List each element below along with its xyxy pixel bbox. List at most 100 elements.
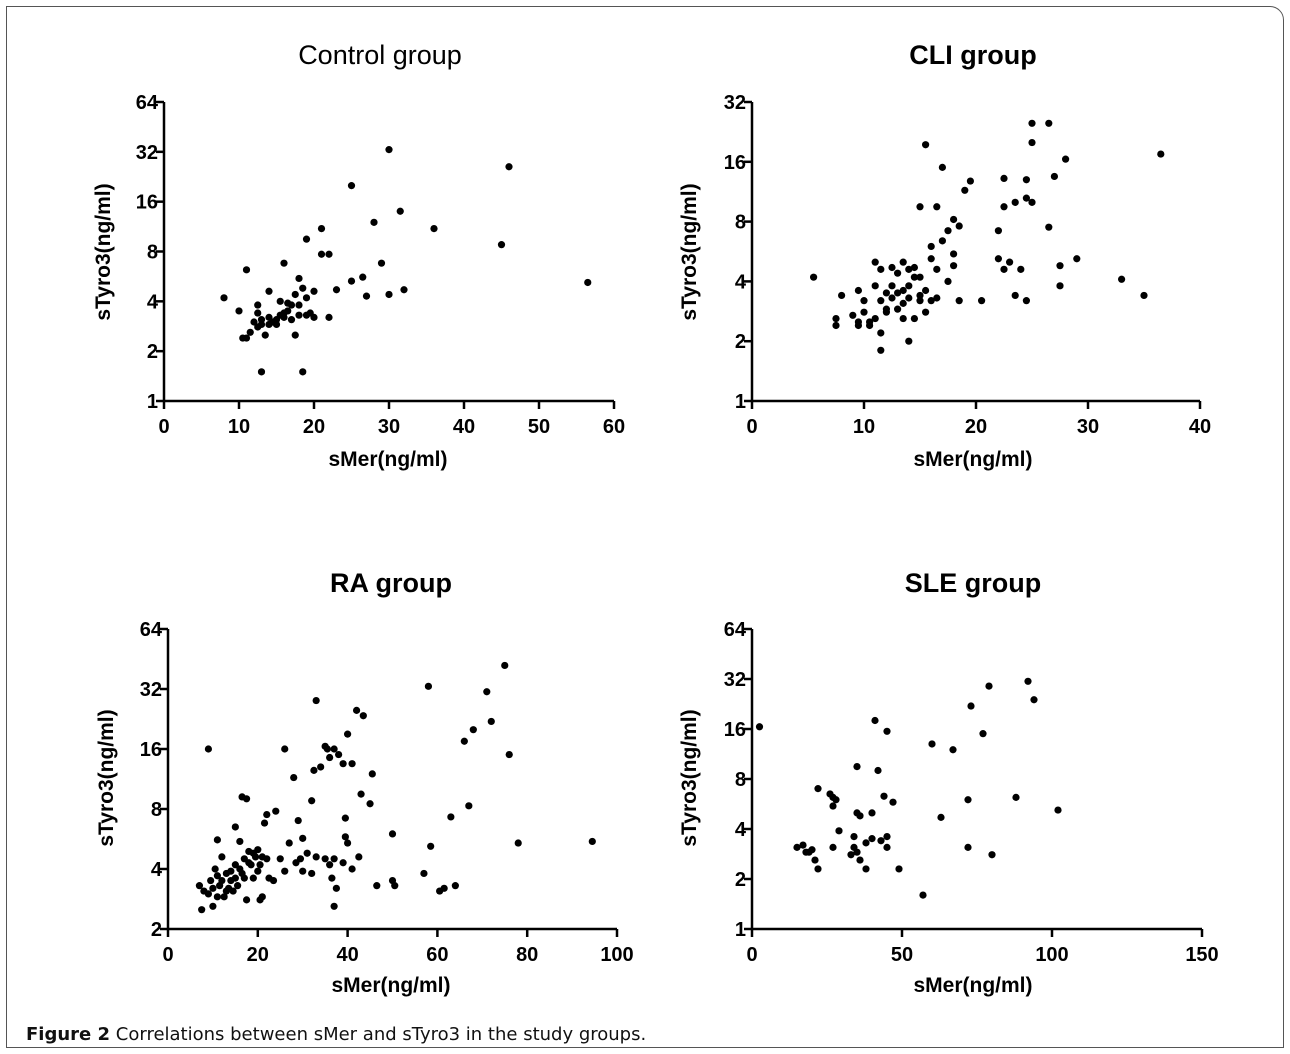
data-point (296, 855, 305, 863)
y-tick-label: 4 (735, 819, 747, 841)
data-point (332, 286, 341, 294)
data-point (308, 869, 316, 878)
data-point (357, 790, 365, 798)
data-point (295, 311, 303, 319)
data-point (584, 278, 592, 287)
data-point (910, 314, 919, 323)
data-point (862, 865, 870, 873)
chart-panel-sle: SLE group sMer(ng/ml) sTyro3(ng/ml) 1 2 4 8… (678, 568, 1219, 997)
data-point (254, 867, 262, 875)
data-point (877, 329, 885, 337)
x-tick-label: 10 (228, 416, 250, 438)
data-point (272, 807, 280, 815)
data-point (198, 906, 206, 914)
data-point (272, 320, 281, 329)
data-point (1056, 282, 1064, 290)
data-point (213, 872, 221, 880)
data-point (483, 688, 491, 696)
x-tick-label: 30 (1077, 416, 1099, 438)
data-point (889, 798, 897, 806)
data-point (905, 294, 913, 302)
data-point (871, 282, 879, 290)
data-point (287, 316, 296, 324)
data-point (231, 861, 239, 869)
data-point (894, 269, 902, 277)
data-point (811, 856, 819, 864)
data-point (250, 318, 258, 326)
data-point (258, 893, 266, 901)
data-point (321, 855, 329, 863)
data-point (964, 796, 972, 804)
data-point (955, 222, 963, 230)
data-point (359, 712, 367, 720)
data-point (256, 861, 264, 869)
data-point (950, 250, 958, 258)
data-point (1140, 291, 1148, 300)
data-point (339, 859, 347, 867)
data-point (377, 259, 386, 267)
data-point (211, 865, 219, 873)
data-point (220, 893, 228, 901)
data-point (978, 297, 986, 305)
data-point (240, 874, 248, 882)
x-tick-label: 80 (516, 944, 538, 966)
data-point (933, 265, 941, 273)
chart-panel-control: Control group sMer(ng/ml) sTyro3(ng/ml) … (92, 40, 625, 471)
data-point (877, 297, 885, 305)
data-point (339, 760, 347, 768)
data-point (308, 797, 316, 805)
y-tick-label: 32 (724, 669, 746, 691)
y-tick-label: 16 (724, 719, 746, 741)
data-point (235, 307, 243, 315)
data-point (1017, 265, 1025, 273)
chart-panel-cli: CLI group sMer(ng/ml) sTyro3(ng/ml) 1 2 4 8… (678, 40, 1211, 471)
data-point (299, 368, 307, 376)
data-point (341, 814, 349, 822)
data-point (330, 745, 338, 753)
y-tick-label: 4 (147, 291, 159, 313)
data-point (755, 723, 764, 731)
y-tick-label: 8 (735, 212, 746, 234)
data-point (888, 282, 896, 290)
data-point (874, 766, 882, 775)
data-point (328, 874, 336, 882)
data-point (213, 836, 221, 844)
data-point (905, 265, 913, 273)
data-point (460, 737, 468, 745)
x-tick-label: 20 (247, 944, 269, 966)
data-point (1030, 696, 1038, 704)
data-point (814, 865, 822, 873)
data-point (1011, 198, 1019, 206)
data-point (856, 812, 864, 820)
x-tick-label: 20 (965, 416, 987, 438)
data-point (1011, 291, 1019, 300)
x-tick-label: 40 (1189, 416, 1211, 438)
data-point (880, 792, 888, 800)
data-point (1000, 265, 1008, 273)
data-point (276, 855, 284, 863)
data-point (291, 331, 299, 339)
data-point (588, 837, 596, 846)
data-point (905, 337, 913, 345)
data-point (808, 846, 816, 854)
data-point (317, 763, 325, 771)
data-point (310, 313, 318, 321)
data-point (894, 289, 902, 297)
data-point (295, 274, 303, 283)
data-point (847, 851, 855, 859)
data-point (430, 225, 438, 233)
plot-area: 1 2 4 8 16 32 64 0 10 20 30 40 50 60 (136, 92, 625, 438)
x-tick-label: 60 (426, 944, 448, 966)
chart-title: RA group (330, 568, 452, 598)
x-tick-label: 40 (336, 944, 358, 966)
data-point (849, 311, 857, 319)
data-point (1028, 198, 1036, 206)
data-point (877, 265, 885, 273)
data-point (1022, 194, 1030, 202)
data-point (260, 819, 269, 827)
y-tick-label: 8 (735, 769, 746, 791)
data-point (927, 255, 935, 263)
data-point (218, 876, 226, 885)
data-point (988, 851, 996, 859)
data-point (832, 314, 840, 323)
